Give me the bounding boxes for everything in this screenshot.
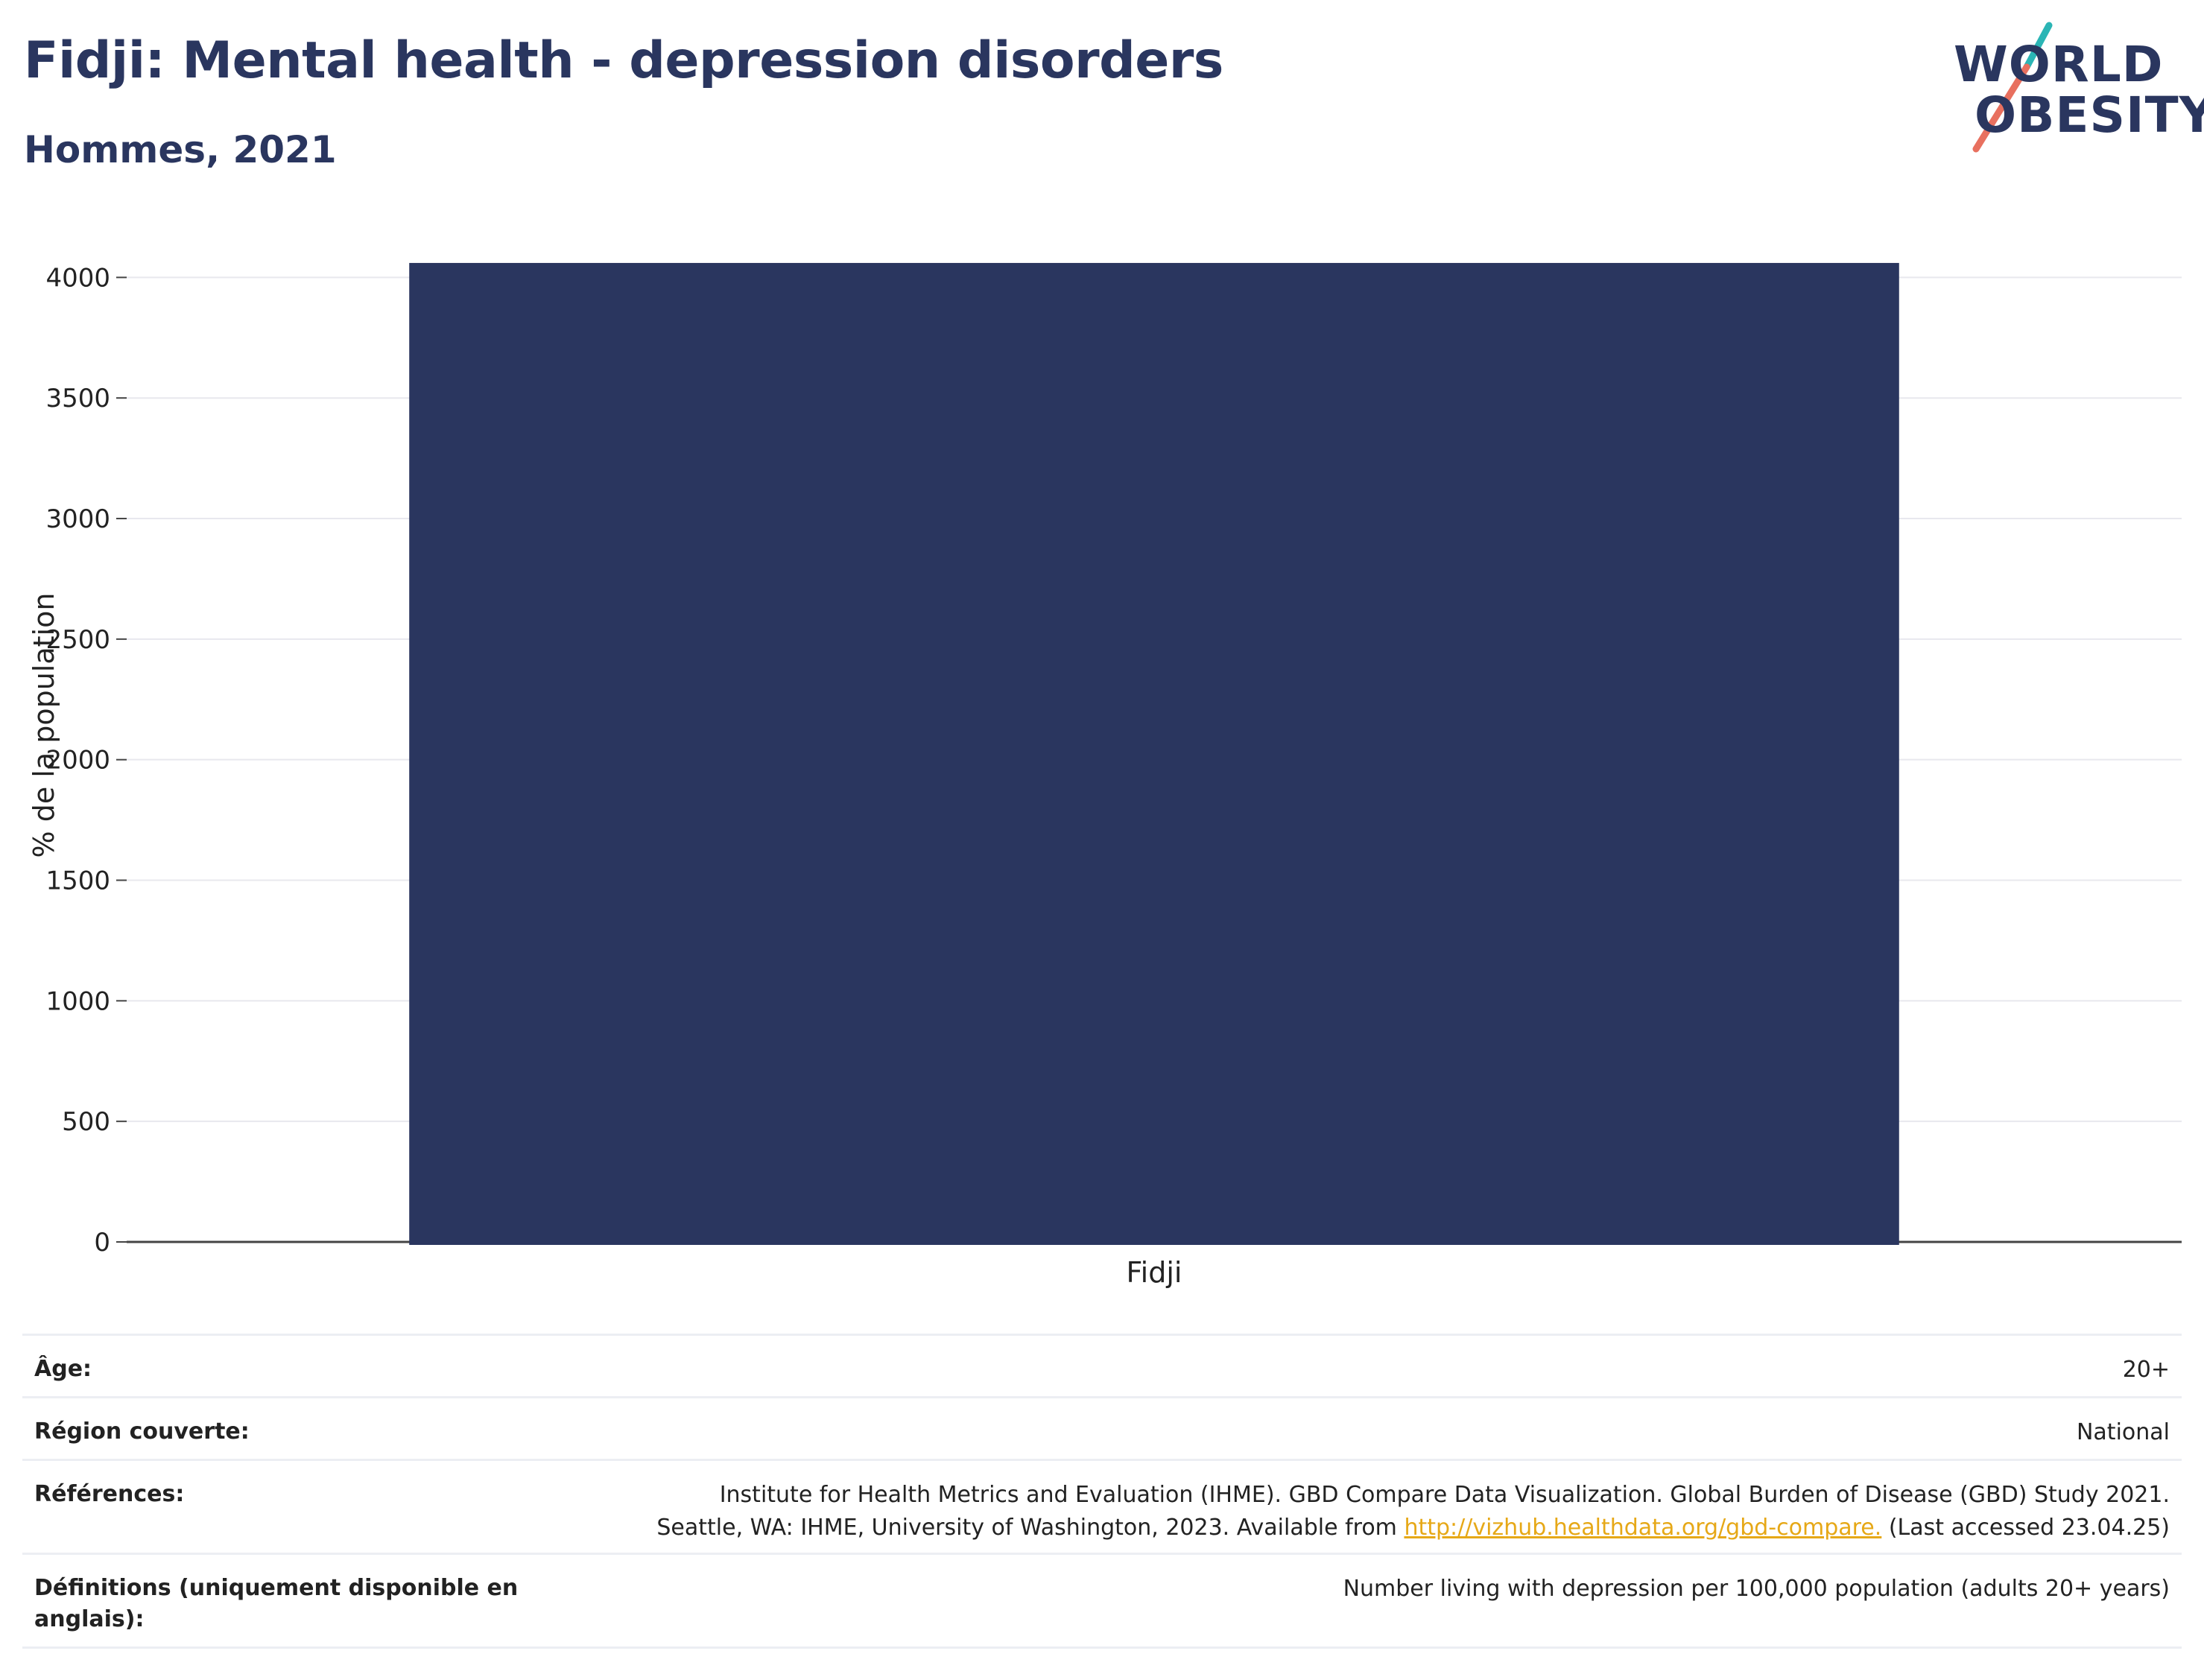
region-label: Région couverte: [34,1419,250,1445]
references-link[interactable]: http://vizhub.healthdata.org/gbd-compare… [1404,1515,1882,1541]
y-tick-label: 0 [94,1228,110,1258]
logo-word-1: WORLD [1954,36,2164,93]
x-axis-ticks: Fidji [1127,1256,1182,1289]
y-tick-label: 1000 [45,986,110,1016]
region-value: National [2076,1419,2170,1445]
world-obesity-logo: WORLD OBESITY [1937,21,2204,155]
age-label: Âge: [34,1356,92,1382]
definitions-value: Number living with depression per 100,00… [1343,1576,2170,1602]
x-tick-label: Fidji [1127,1256,1182,1289]
y-tick-label: 3000 [45,504,110,534]
page-title: Fidji: Mental health - depression disord… [24,31,1223,90]
chart-bars [409,262,1899,1246]
logo-slash-icon [1972,22,2053,153]
info-row-definitions: Définitions (uniquement disponible en an… [22,1555,2182,1649]
references-label: Références: [34,1481,185,1507]
y-axis-title: % de la population [28,593,60,858]
info-row-references: Références: Institute for Health Metrics… [22,1461,2182,1555]
y-tick-label: 1500 [45,866,110,896]
references-line-1: Institute for Health Metrics and Evaluat… [719,1482,2170,1508]
info-table: Âge: 20+ Région couverte: National Référ… [22,1334,2182,1649]
y-tick-label: 2500 [45,625,110,655]
logo-word-2: OBESITY [1975,86,2204,144]
y-tick-label: 3500 [45,384,110,413]
references-value: Institute for Health Metrics and Evaluat… [541,1479,2170,1544]
page-subtitle: Hommes, 2021 [24,128,337,171]
y-axis-ticks: 0 500 1000 1500 2000 2500 3000 3500 4000 [45,263,127,1258]
info-row-age: Âge: 20+ [22,1336,2182,1398]
bar-fidji[interactable] [409,262,1899,1246]
y-tick-label: 2000 [45,746,110,776]
info-row-region: Région couverte: National [22,1398,2182,1461]
references-line-2-pre: Seattle, WA: IHME, University of Washing… [656,1515,1405,1541]
y-tick-label: 4000 [45,263,110,293]
y-tick-label: 500 [62,1107,110,1137]
references-line-2-post: (Last accessed 23.04.25) [1881,1515,2170,1541]
bar-chart: 0 500 1000 1500 2000 2500 3000 3500 4000 Fidji %… [28,262,2182,1289]
age-value: 20+ [2122,1357,2170,1383]
references-line-2: Seattle, WA: IHME, University of Washing… [541,1512,2170,1544]
definitions-label: Définitions (uniquement disponible en an… [34,1575,519,1632]
